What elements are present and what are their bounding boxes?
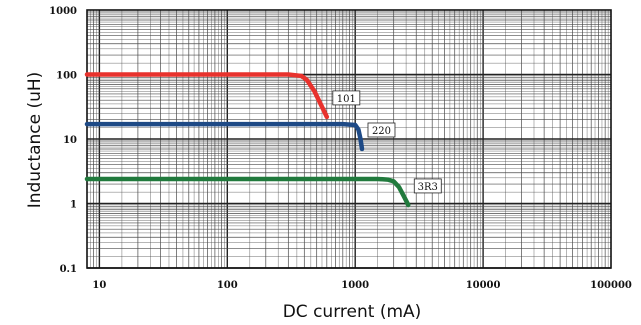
series-label-3r3: 3R3 (418, 182, 438, 193)
series-label-box (332, 90, 361, 106)
series-line-3r3 (84, 176, 411, 208)
x-tick-label: 1000 (341, 280, 369, 291)
series-line-220 (84, 121, 365, 152)
plot-frame (86, 9, 612, 269)
series-label-220: 220 (372, 126, 391, 137)
series-label-box (367, 122, 396, 138)
series-label-101: 101 (337, 94, 356, 105)
y-tick-label: 10 (63, 135, 77, 146)
x-axis-title: DC current (mA) (283, 302, 422, 322)
y-axis-title: Inductance (uH) (25, 72, 45, 209)
series-lines (84, 72, 411, 208)
grid (86, 10, 611, 269)
y-tick-label: 0.1 (60, 264, 77, 275)
x-tick-label: 100 (217, 280, 238, 291)
x-tick-label: 10000 (466, 280, 501, 291)
x-tick-label: 100000 (590, 280, 632, 291)
series-line-101 (84, 72, 330, 120)
series-label-box (413, 178, 442, 194)
y-tick-label: 1 (70, 200, 77, 211)
y-tick-label: 1000 (49, 6, 77, 17)
y-tick-label: 100 (56, 71, 77, 82)
x-tick-label: 10 (92, 280, 106, 291)
tick-labels: 10 100 1000 10000 100000 0.1 1 10 100 1000 (49, 6, 632, 291)
series-labels: 101 220 3R3 (332, 90, 442, 194)
axes (86, 9, 612, 269)
